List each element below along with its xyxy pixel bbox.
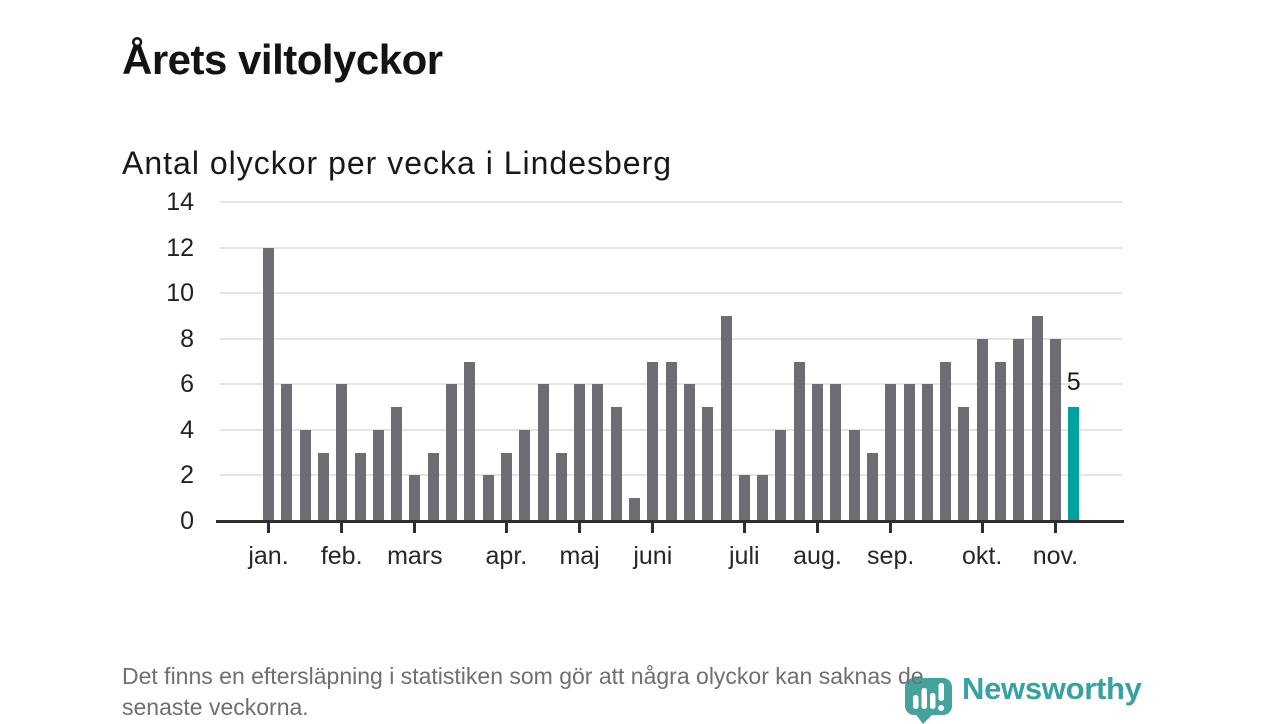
bar-week-7 xyxy=(372,429,384,521)
bar-week-6 xyxy=(354,452,366,521)
bar-week-19 xyxy=(592,384,604,521)
month-label-maj: maj xyxy=(559,542,600,570)
bar-week-14 xyxy=(500,452,512,521)
bar-week-32 xyxy=(830,384,842,521)
bar-week-18 xyxy=(574,384,586,521)
month-tick-okt xyxy=(980,523,984,533)
bar-week-5 xyxy=(336,384,348,521)
y-axis-label-2: 2 xyxy=(180,461,194,490)
newsworthy-logo-mark-icon xyxy=(905,678,952,724)
bar-week-4 xyxy=(317,452,329,521)
y-axis-label-10: 10 xyxy=(166,279,194,308)
y-axis-label-8: 8 xyxy=(180,324,194,353)
bar-week-36 xyxy=(903,384,915,521)
bar-week-44 xyxy=(1049,338,1061,521)
bar-week-41 xyxy=(995,361,1006,521)
bar-week-13 xyxy=(482,475,494,521)
month-label-sep: sep. xyxy=(867,542,915,570)
bar-week-31 xyxy=(812,384,823,521)
month-label-aug: aug. xyxy=(793,542,842,570)
y-axis-label-0: 0 xyxy=(180,507,194,535)
bar-week-1 xyxy=(263,247,274,521)
month-tick-nov xyxy=(1053,523,1057,533)
bar-week-33 xyxy=(848,429,860,521)
bar-week-35 xyxy=(885,384,897,521)
bar-week-30 xyxy=(793,361,805,521)
gridline-14 xyxy=(220,201,1122,203)
month-label-okt: okt. xyxy=(962,542,1003,570)
month-tick-mars xyxy=(413,523,417,533)
month-label-mars: mars xyxy=(387,542,443,570)
y-axis-label-6: 6 xyxy=(180,370,194,399)
bar-week-37 xyxy=(921,384,933,521)
y-axis-label-4: 4 xyxy=(180,415,194,444)
bar-week-38 xyxy=(940,361,952,521)
bar-week-27 xyxy=(738,475,750,521)
footer-note-line-1: Det finns en eftersläpning i statistiken… xyxy=(122,663,924,689)
month-label-nov: nov. xyxy=(1032,542,1079,570)
bar-week-23 xyxy=(665,361,677,521)
bar-week-40 xyxy=(976,338,988,521)
bar-week-45 xyxy=(1068,407,1080,521)
bar-week-26 xyxy=(720,315,732,521)
bar-week-16 xyxy=(537,384,549,521)
bar-week-15 xyxy=(519,429,531,521)
footer-note: Det finns en eftersläpning i statistiken… xyxy=(122,661,924,723)
month-label-apr: apr. xyxy=(485,542,528,570)
newsworthy-logo-text: Newsworthy xyxy=(962,671,1142,706)
bar-week-20 xyxy=(610,407,622,521)
bar-chart-plot-area: 0 2 4 6 8 10 12 14 jan. feb. mars apr. maj juni juli au… xyxy=(166,188,1124,570)
bar-week-8 xyxy=(391,407,403,521)
bar-week-2 xyxy=(281,384,293,521)
y-axis-label-12: 12 xyxy=(166,233,194,262)
month-tick-aug xyxy=(816,523,819,533)
bar-week-3 xyxy=(299,429,311,521)
month-label-jan: jan. xyxy=(248,542,289,570)
month-tick-jan xyxy=(267,523,270,533)
month-label-juni: juni xyxy=(633,542,673,570)
month-tick-sep xyxy=(889,523,893,533)
gridline-12 xyxy=(220,246,1122,249)
bar-week-11 xyxy=(446,384,457,521)
value-annotation: 5 xyxy=(1066,368,1081,397)
newsworthy-logo: Newsworthy xyxy=(902,668,1162,724)
bar-week-24 xyxy=(683,384,695,521)
gridline-8 xyxy=(220,337,1122,340)
bar-week-42 xyxy=(1013,338,1025,521)
bar-week-28 xyxy=(757,475,769,521)
bar-week-9 xyxy=(409,475,421,521)
month-tick-maj xyxy=(578,523,582,533)
y-axis-label-14: 14 xyxy=(166,188,194,216)
bar-week-34 xyxy=(866,452,878,521)
footer-note-line-2: senaste veckorna. xyxy=(122,694,309,720)
month-tick-juli xyxy=(742,523,746,533)
bar-week-10 xyxy=(427,452,439,521)
bar-week-12 xyxy=(464,361,476,521)
bar-week-43 xyxy=(1031,315,1043,521)
chart-subtitle: Antal olyckor per vecka i Lindesberg xyxy=(122,144,673,181)
bar-week-29 xyxy=(775,429,787,521)
month-tick-feb xyxy=(340,523,344,533)
x-axis-line xyxy=(216,520,1124,523)
bar-week-22 xyxy=(647,361,659,521)
month-label-feb: feb. xyxy=(320,542,363,570)
bar-week-39 xyxy=(958,407,970,521)
gridline-10 xyxy=(220,292,1122,295)
bar-week-21 xyxy=(629,498,640,521)
chart-title: Årets viltolyckor xyxy=(122,36,443,84)
bar-week-25 xyxy=(702,407,714,521)
month-tick-juni xyxy=(651,523,655,533)
month-tick-apr xyxy=(504,523,508,533)
month-label-juli: juli xyxy=(729,542,760,570)
bar-week-17 xyxy=(555,452,567,521)
